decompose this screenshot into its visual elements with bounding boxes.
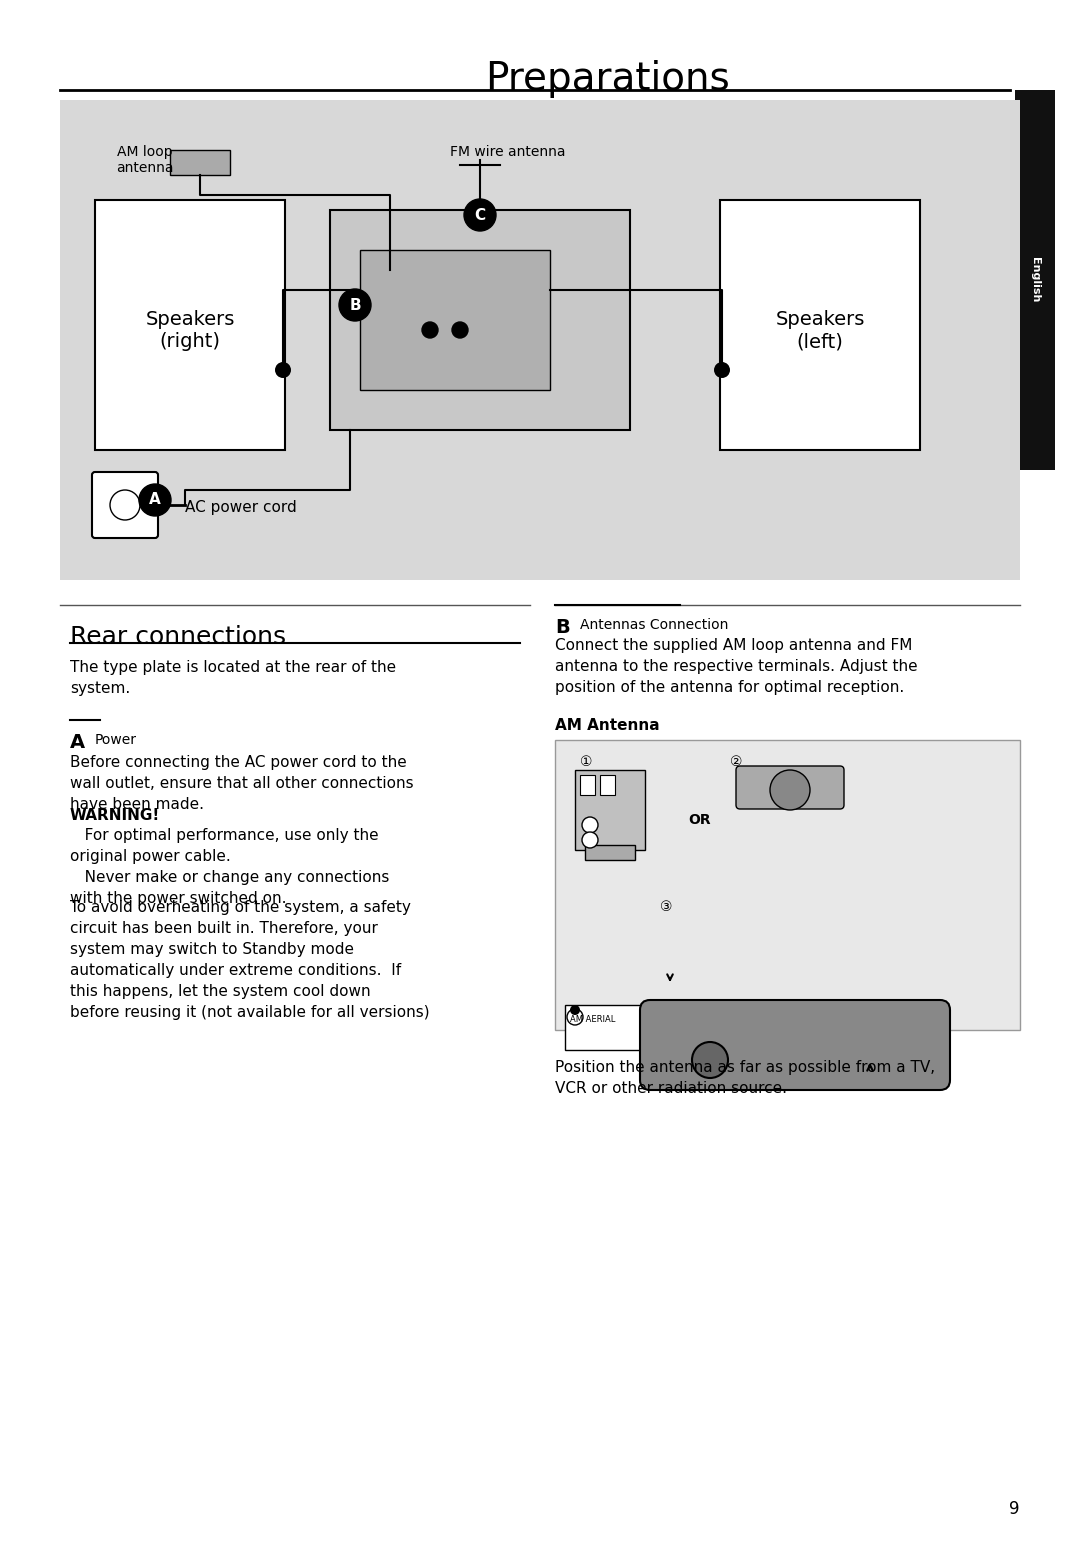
Text: ②: ② bbox=[730, 755, 743, 769]
Bar bbox=[95, 200, 285, 450]
Circle shape bbox=[570, 1004, 580, 1015]
Text: To avoid overheating of the system, a safety
circuit has been built in. Therefor: To avoid overheating of the system, a sa… bbox=[70, 901, 430, 1020]
Text: FM wire antenna: FM wire antenna bbox=[450, 146, 566, 160]
Circle shape bbox=[339, 288, 372, 321]
Text: ①: ① bbox=[580, 755, 593, 769]
Circle shape bbox=[567, 1009, 583, 1025]
Text: 9: 9 bbox=[1010, 1500, 1020, 1517]
Circle shape bbox=[582, 832, 598, 848]
Text: English: English bbox=[1030, 257, 1040, 302]
Text: Power: Power bbox=[95, 733, 137, 747]
Text: For optimal performance, use only the
original power cable.
   Never make or cha: For optimal performance, use only the or… bbox=[70, 828, 390, 907]
Text: Before connecting the AC power cord to the
wall outlet, ensure that all other co: Before connecting the AC power cord to t… bbox=[70, 755, 414, 812]
Bar bbox=[330, 209, 630, 429]
Bar bbox=[585, 845, 635, 860]
Circle shape bbox=[464, 198, 496, 231]
Bar bbox=[360, 250, 550, 391]
Text: AM AERIAL: AM AERIAL bbox=[570, 1015, 616, 1025]
Bar bbox=[580, 775, 595, 795]
Text: Speakers
(right): Speakers (right) bbox=[146, 310, 234, 350]
Text: A: A bbox=[70, 733, 85, 752]
Text: AM Antenna: AM Antenna bbox=[555, 718, 660, 733]
Text: WARNING!: WARNING! bbox=[70, 808, 160, 823]
Text: Speakers
(left): Speakers (left) bbox=[775, 310, 865, 350]
Text: Antennas Connection: Antennas Connection bbox=[580, 618, 728, 632]
Circle shape bbox=[692, 1042, 728, 1077]
Text: Preparations: Preparations bbox=[485, 60, 730, 98]
Bar bbox=[170, 150, 230, 175]
Circle shape bbox=[453, 322, 468, 338]
Text: Position the antenna as far as possible from a TV,
VCR or other radiation source: Position the antenna as far as possible … bbox=[555, 1060, 935, 1096]
Text: B: B bbox=[555, 618, 570, 637]
Text: B: B bbox=[349, 298, 361, 313]
Bar bbox=[565, 1004, 645, 1049]
Circle shape bbox=[770, 770, 810, 811]
Text: AC power cord: AC power cord bbox=[185, 501, 297, 515]
Text: The type plate is located at the rear of the
system.: The type plate is located at the rear of… bbox=[70, 660, 396, 696]
Text: Connect the supplied AM loop antenna and FM
antenna to the respective terminals.: Connect the supplied AM loop antenna and… bbox=[555, 639, 918, 694]
Circle shape bbox=[110, 490, 140, 519]
FancyBboxPatch shape bbox=[92, 473, 158, 538]
Text: C: C bbox=[474, 208, 486, 223]
Circle shape bbox=[714, 363, 730, 378]
Bar bbox=[60, 101, 1020, 580]
Bar bbox=[600, 775, 615, 795]
Circle shape bbox=[582, 817, 598, 832]
Circle shape bbox=[139, 484, 171, 516]
FancyBboxPatch shape bbox=[735, 766, 843, 809]
Circle shape bbox=[275, 363, 291, 378]
Bar bbox=[555, 739, 1020, 1031]
Text: OR: OR bbox=[689, 814, 712, 828]
Text: Rear connections: Rear connections bbox=[70, 625, 286, 649]
Text: ③: ③ bbox=[660, 901, 673, 914]
Bar bbox=[720, 200, 920, 450]
Bar bbox=[575, 770, 645, 849]
Circle shape bbox=[422, 322, 438, 338]
Text: A: A bbox=[149, 493, 161, 507]
Text: AM loop
antenna: AM loop antenna bbox=[117, 146, 174, 175]
FancyBboxPatch shape bbox=[640, 1000, 950, 1090]
FancyBboxPatch shape bbox=[1015, 90, 1055, 470]
